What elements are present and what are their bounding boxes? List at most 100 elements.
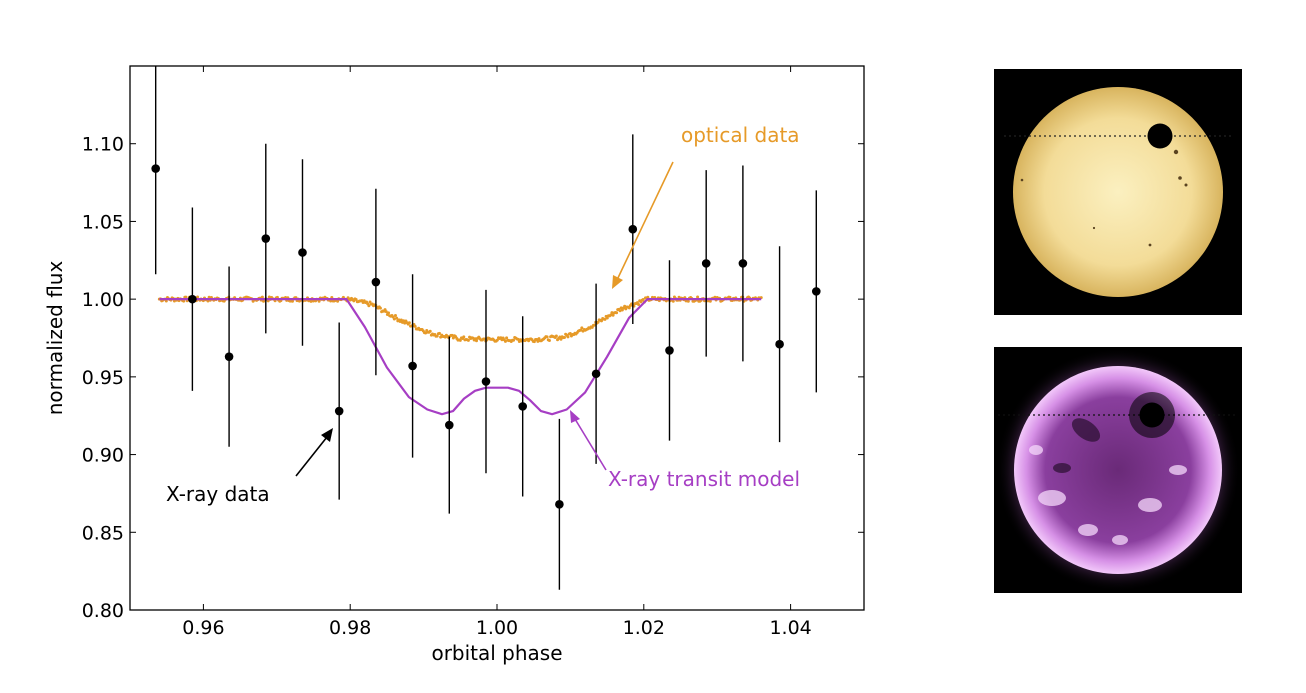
optical-sun-image — [994, 69, 1242, 315]
xray-point — [151, 164, 160, 173]
y-tick-label: 1.05 — [82, 211, 124, 233]
optical-point — [708, 299, 712, 303]
optical-point — [603, 317, 607, 321]
xray-sun-image — [994, 347, 1242, 593]
optical-point — [677, 295, 681, 299]
optical-point — [290, 299, 294, 303]
optical-point — [399, 318, 403, 322]
optical-point — [260, 295, 264, 299]
coronal-holes — [1053, 418, 1101, 473]
optical-point — [384, 310, 388, 314]
optical-point — [196, 295, 200, 299]
optical-point — [435, 334, 439, 338]
optical-point — [206, 299, 210, 303]
arrow-optical — [612, 161, 674, 289]
xray-point — [408, 361, 417, 371]
xray-point — [261, 234, 271, 243]
x-tick-label: 1.04 — [769, 617, 811, 639]
optical-point — [309, 299, 313, 303]
xray-point — [628, 224, 638, 234]
optical-point — [600, 319, 604, 323]
optical-point — [392, 317, 396, 321]
x-tick-label: 0.98 — [329, 617, 371, 639]
optical-point — [580, 326, 584, 330]
y-tick-label: 0.95 — [82, 367, 124, 389]
optical-point — [627, 306, 631, 310]
optical-point — [495, 338, 499, 342]
optical-point — [532, 340, 536, 344]
xray-point — [224, 352, 234, 361]
optical-point — [611, 313, 615, 317]
optical-point — [558, 335, 562, 339]
optical-point — [637, 302, 641, 306]
xray-point — [444, 420, 454, 430]
optical-point — [536, 339, 540, 343]
x-tick-label: 1.02 — [623, 617, 665, 639]
optical-point — [367, 304, 371, 308]
optical-point — [686, 299, 690, 303]
plot-area — [151, 66, 821, 590]
sun-disk — [1013, 87, 1223, 297]
optical-point — [466, 338, 470, 342]
xray-data-series — [151, 66, 821, 590]
xray-planet-disk — [1139, 402, 1165, 428]
x-axis-label: orbital phase — [431, 641, 562, 665]
axis-ticks: 0.96 0.98 1.00 1.02 1.04 0.80 0.85 0.90 0.95 1.00… — [82, 66, 864, 639]
optical-point — [559, 337, 563, 341]
x-tick-label: 0.96 — [182, 617, 224, 639]
optical-point — [623, 304, 627, 308]
xray-point — [555, 500, 564, 509]
y-tick-label: 1.10 — [82, 134, 124, 156]
annotation-xray-data: X-ray data — [166, 482, 270, 506]
optical-point — [182, 299, 186, 303]
y-tick-label: 1.00 — [82, 289, 124, 311]
optical-point — [393, 314, 397, 318]
optical-point — [609, 313, 613, 317]
optical-point — [562, 336, 566, 340]
optical-point — [641, 298, 645, 302]
y-tick-label: 0.80 — [82, 600, 124, 622]
xray-point — [811, 287, 821, 296]
optical-point — [615, 311, 619, 315]
optical-point — [428, 329, 432, 333]
xray-point — [188, 294, 197, 304]
optical-point — [395, 316, 399, 320]
optical-point — [424, 331, 428, 335]
optical-point — [184, 295, 188, 299]
xray-point — [665, 346, 674, 355]
optical-point — [407, 321, 411, 325]
optical-point — [354, 297, 358, 301]
optical-point — [579, 328, 583, 332]
optical-point — [475, 339, 479, 343]
planet-disk — [1147, 123, 1173, 149]
arrow-xray-data — [295, 428, 333, 477]
optical-point — [610, 311, 614, 315]
optical-point — [566, 335, 570, 339]
optical-point — [568, 331, 572, 335]
annotation-xray-model: X-ray transit model — [608, 467, 800, 491]
optical-point — [462, 335, 466, 339]
x-tick-label: 1.00 — [476, 617, 518, 639]
optical-point — [554, 334, 558, 338]
xray-point — [334, 406, 344, 416]
optical-point — [164, 299, 168, 303]
y-tick-label: 0.90 — [82, 445, 124, 467]
optical-point — [329, 299, 333, 303]
optical-point — [503, 339, 507, 343]
y-axis-label: normalized flux — [43, 261, 67, 416]
plot-frame — [129, 65, 865, 611]
optical-point — [437, 331, 441, 335]
xray-point — [738, 259, 748, 268]
optical-point — [671, 299, 675, 303]
optical-point — [605, 316, 609, 320]
optical-point — [512, 338, 516, 342]
optical-point — [413, 324, 417, 328]
optical-point — [317, 299, 321, 303]
arrow-xray-model — [570, 410, 607, 471]
optical-point — [267, 295, 271, 299]
optical-point — [545, 335, 549, 339]
optical-point — [593, 323, 597, 327]
xray-point — [481, 377, 491, 386]
optical-point — [387, 311, 391, 315]
